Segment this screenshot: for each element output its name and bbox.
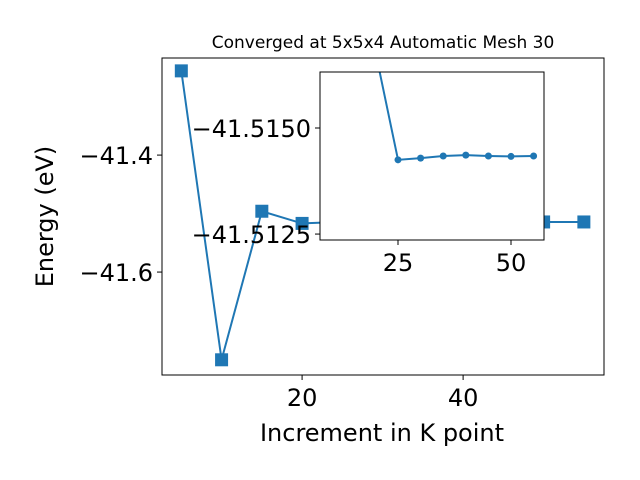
y-axis-label: Energy (eV) xyxy=(31,146,59,288)
marker xyxy=(462,151,470,159)
x-axis-label: Increment in K point xyxy=(260,419,504,447)
axes-frame xyxy=(161,57,605,376)
series-line xyxy=(378,72,534,161)
marker xyxy=(174,64,188,78)
marker xyxy=(394,156,402,164)
axes-frame xyxy=(319,71,545,241)
y-tick-label: −41.5125 xyxy=(192,221,311,249)
y-tick-label: −41.5150 xyxy=(192,115,311,143)
plot-content xyxy=(378,72,538,164)
chart-title: Converged at 5x5x4 Automatic Mesh 30 xyxy=(212,33,555,53)
marker xyxy=(484,152,492,160)
marker xyxy=(255,204,269,218)
x-tick-label: 50 xyxy=(496,249,527,277)
marker xyxy=(530,152,538,160)
marker xyxy=(577,215,591,229)
marker xyxy=(507,152,515,160)
marker xyxy=(295,216,309,230)
x-tick-label: 25 xyxy=(383,249,414,277)
x-tick-label: 20 xyxy=(287,384,318,412)
marker xyxy=(215,353,229,367)
x-tick-label: 40 xyxy=(448,384,479,412)
y-tick-label: −41.6 xyxy=(79,259,153,287)
marker xyxy=(439,152,447,160)
y-tick-label: −41.4 xyxy=(79,142,153,170)
marker xyxy=(417,154,425,162)
